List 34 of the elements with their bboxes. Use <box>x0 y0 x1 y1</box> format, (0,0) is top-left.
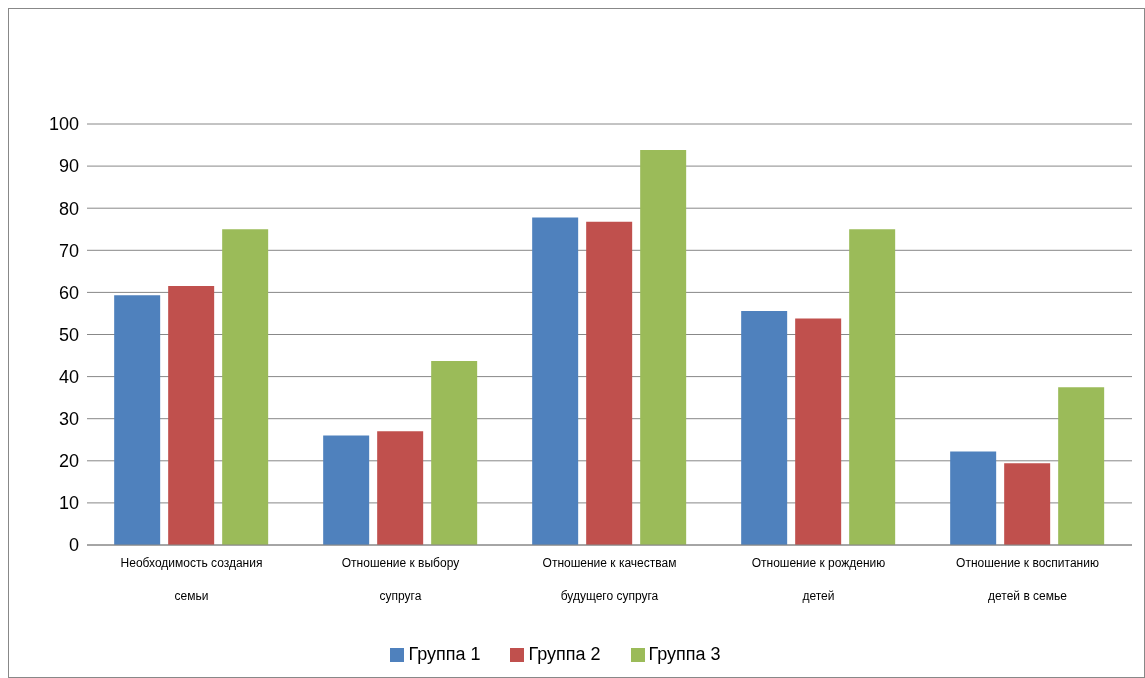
bar <box>532 217 579 545</box>
y-tick-label: 50 <box>58 324 79 345</box>
y-tick-label: 90 <box>58 156 79 177</box>
bar <box>323 435 370 545</box>
y-tick-label: 20 <box>58 451 79 472</box>
bar <box>1004 463 1051 545</box>
bar <box>377 431 424 545</box>
bar <box>222 229 269 545</box>
legend-label: Группа 1 <box>408 644 481 664</box>
bar <box>431 361 478 545</box>
y-tick-label: 100 <box>48 114 79 135</box>
y-tick-label: 0 <box>68 535 79 556</box>
category-label: Необходимость создания семьи <box>120 556 263 603</box>
bar <box>114 295 161 545</box>
category-label: Отношение к рождению детей <box>751 556 886 603</box>
legend-label: Группа 3 <box>648 644 721 664</box>
bar <box>640 150 687 545</box>
category-label: Отношение к качествам будущего супруга <box>542 556 677 603</box>
y-tick-label: 60 <box>58 282 79 303</box>
y-tick-label: 70 <box>58 240 79 261</box>
bar <box>586 221 633 545</box>
category-label: Отношение к воспитанию детей в семье <box>956 556 1099 603</box>
legend-label: Группа 2 <box>528 644 601 664</box>
bar <box>849 229 896 545</box>
y-tick-label: 40 <box>58 366 79 387</box>
bar <box>950 451 997 545</box>
bar <box>168 286 215 545</box>
bar <box>1058 387 1105 545</box>
y-tick-label: 80 <box>58 198 79 219</box>
category-label: Отношение к выбору супруга <box>341 556 460 603</box>
bar <box>741 310 788 545</box>
y-tick-label: 30 <box>58 409 79 430</box>
bar <box>795 318 842 545</box>
y-tick-label: 10 <box>58 493 79 514</box>
